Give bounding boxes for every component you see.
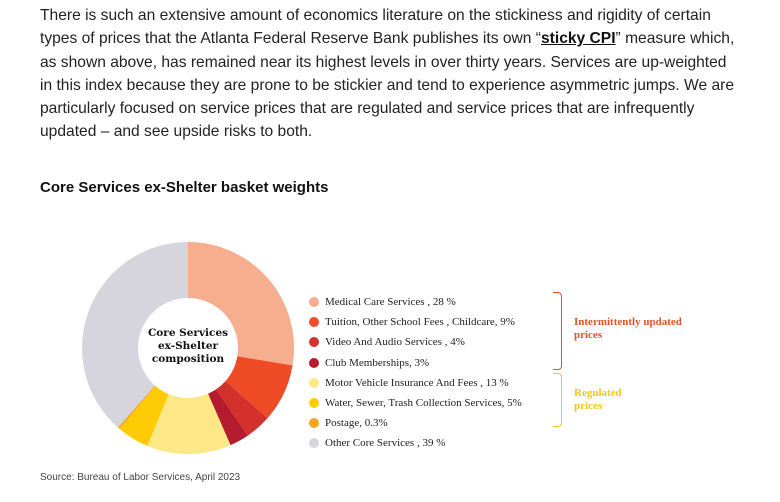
legend-item: Medical Care Services , 28 % — [309, 292, 522, 312]
legend-swatch — [309, 297, 319, 308]
legend-swatch — [309, 438, 319, 449]
legend-label: Postage, 0.3% — [325, 417, 388, 430]
donut-slice — [188, 242, 294, 366]
sticky-cpi-link[interactable]: sticky CPI — [541, 30, 616, 48]
donut-slice — [225, 356, 293, 419]
donut-slice — [208, 389, 248, 446]
chart-legend: Medical Care Services , 28 % Tuition, Ot… — [309, 292, 522, 454]
legend-swatch — [309, 398, 319, 409]
chart-title: Core Services ex-Shelter basket weights — [40, 179, 329, 196]
legend-item: Club Memberships, 3% — [309, 353, 522, 373]
source-note: Source: Bureau of Labor Services, April … — [40, 472, 241, 483]
regulated-group-bracket — [553, 373, 562, 427]
donut-slice — [147, 393, 231, 455]
intro-paragraph: There is such an extensive amount of eco… — [40, 4, 740, 144]
legend-label: Club Memberships, 3% — [325, 356, 430, 369]
legend-swatch — [309, 357, 319, 368]
legend-label: Video And Audio Services , 4% — [325, 336, 465, 349]
donut-slice — [81, 242, 188, 428]
legend-label: Motor Vehicle Insurance And Fees , 13 % — [325, 376, 509, 389]
legend-label: Water, Sewer, Trash Collection Services,… — [325, 397, 522, 410]
legend-item: Motor Vehicle Insurance And Fees , 13 % — [309, 373, 522, 393]
legend-label: Tuition, Other School Fees , Childcare, … — [325, 316, 515, 329]
legend-item: Video And Audio Services , 4% — [309, 332, 522, 352]
intermittent-group-bracket — [553, 292, 562, 370]
donut-center-label: Core Services ex-Shelter composition — [140, 327, 236, 366]
legend-label: Medical Care Services , 28 % — [325, 296, 456, 309]
legend-swatch — [309, 418, 319, 429]
legend-item: Tuition, Other School Fees , Childcare, … — [309, 312, 522, 332]
donut-slice — [117, 385, 156, 429]
legend-swatch — [309, 377, 319, 388]
center-label-line-1: Core Services — [147, 327, 229, 339]
legend-item: Postage, 0.3% — [309, 413, 522, 433]
legend-item: Other Core Services , 39 % — [309, 433, 522, 453]
legend-swatch — [309, 337, 319, 348]
legend-swatch — [309, 317, 319, 328]
intermittent-group-label: Intermittently updated prices — [574, 316, 682, 341]
legend-item: Water, Sewer, Trash Collection Services,… — [309, 393, 522, 413]
legend-label: Other Core Services , 39 % — [325, 437, 446, 450]
paragraph-text-before: There is such an extensive amount of eco… — [40, 7, 711, 48]
center-label-line-3: composition — [151, 353, 225, 365]
paragraph-text-after: ” measure which, as shown above, has rem… — [40, 30, 735, 141]
donut-slice — [216, 381, 268, 436]
donut-slice — [119, 386, 169, 446]
regulated-group-label: Regulated prices — [574, 387, 622, 412]
center-label-line-2: ex-Shelter — [157, 340, 219, 352]
